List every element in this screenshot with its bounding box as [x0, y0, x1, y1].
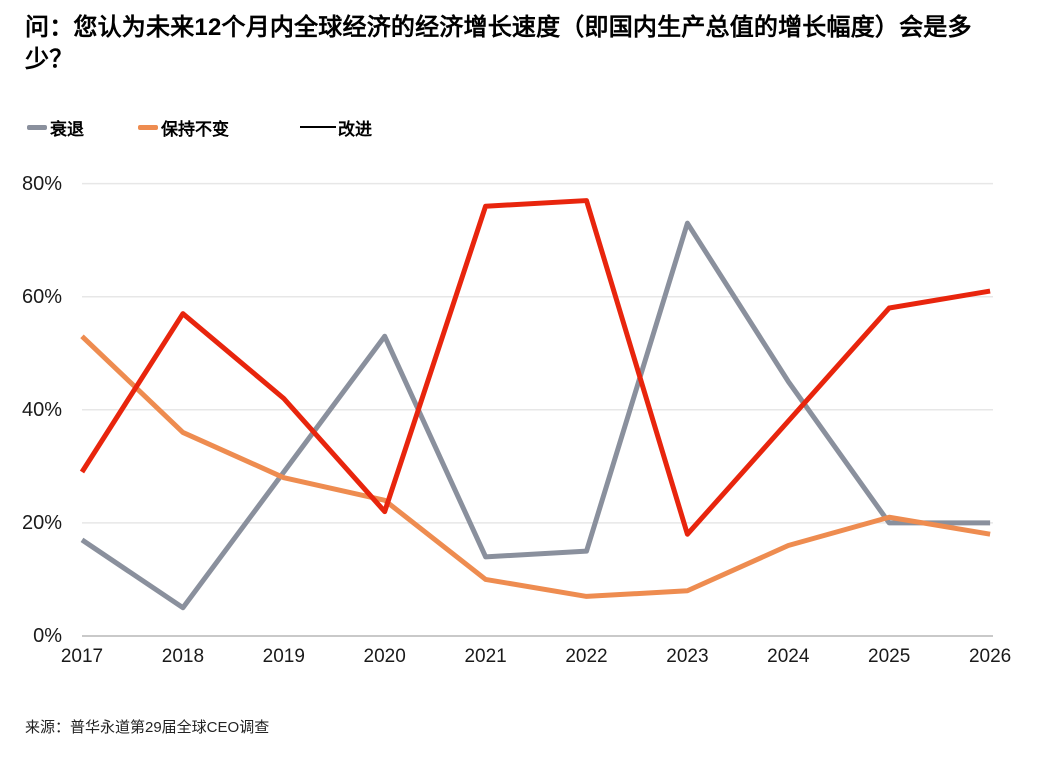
x-tick-label-2017: 2017	[60, 646, 104, 667]
x-tick-label-2025: 2025	[868, 646, 911, 667]
x-tick-label-2021: 2021	[464, 646, 507, 667]
legend-item-improve: 改进	[300, 115, 372, 140]
x-tick-label-2023: 2023	[666, 646, 709, 667]
x-tick-label-2020: 2020	[363, 646, 406, 667]
y-tick-label-60%: 60%	[21, 285, 62, 308]
legend-label-decline: 衰退	[50, 119, 84, 139]
decline-line-marker-icon	[27, 124, 47, 130]
stay-same-line-marker-icon	[138, 124, 158, 130]
series-line-保持不变	[80, 334, 991, 599]
y-tick-label-20%: 20%	[21, 511, 62, 534]
legend-item-decline: 衰退	[27, 115, 84, 140]
legend-label-improve: 改进	[338, 119, 372, 139]
x-tick-label-2022: 2022	[565, 646, 608, 667]
x-tick-label-2019: 2019	[262, 646, 305, 667]
improve-line-marker-icon	[300, 126, 336, 128]
chart-legend: 衰退 保持不变 改进	[27, 114, 372, 140]
legend-label-stay-same: 保持不变	[161, 119, 229, 139]
chart-question-title: 问：您认为未来12个月内全球经济的经济增长速度（即国内生产总值的增长幅度）会是多…	[25, 14, 972, 73]
x-tick-label-2024: 2024	[767, 646, 810, 667]
x-tick-label-2018: 2018	[161, 646, 205, 667]
y-tick-label-40%: 40%	[21, 398, 62, 421]
series-line-改进	[79, 198, 991, 537]
y-tick-label-80%: 80%	[21, 172, 62, 195]
source-note: 来源：普华永道第29届全球CEO调查	[25, 719, 270, 736]
x-tick-label-2026: 2026	[968, 646, 1012, 667]
legend-item-stay-same: 保持不变	[138, 115, 229, 140]
series-line-衰退	[80, 220, 991, 611]
y-tick-label-0%: 0%	[33, 625, 62, 647]
